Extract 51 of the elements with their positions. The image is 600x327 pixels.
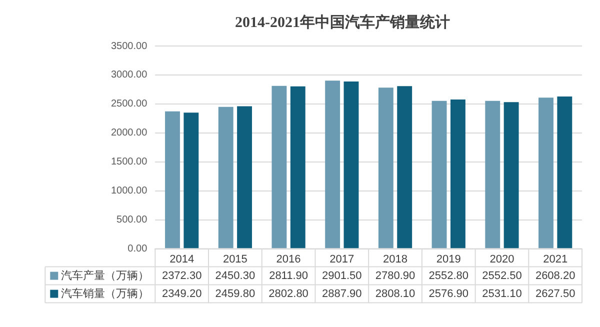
chart-title: 2014-2021年中国汽车产销量统计	[235, 12, 450, 31]
data-label: 2349.20	[162, 288, 202, 300]
bar	[378, 88, 394, 248]
bar	[397, 86, 412, 248]
x-tick-label: 2016	[276, 253, 301, 266]
y-tick-label: 1000.00	[110, 186, 148, 197]
y-tick-label: 1500.00	[110, 156, 148, 168]
x-tick-label: 2015	[222, 253, 248, 266]
data-label: 2811.90	[269, 270, 308, 282]
data-label: 2887.90	[322, 288, 362, 300]
data-label: 2450.30	[215, 270, 256, 282]
bar	[557, 96, 572, 248]
data-label: 2552.80	[428, 270, 468, 282]
data-label: 2576.90	[428, 288, 468, 300]
bar	[504, 102, 519, 248]
data-label: 2808.10	[375, 288, 416, 300]
y-tick-label: 500.00	[116, 214, 148, 226]
bar	[325, 80, 340, 248]
data-label: 2372.30	[162, 270, 202, 282]
data-label: 2459.80	[215, 288, 256, 300]
bar	[237, 106, 252, 248]
data-label: 2901.50	[322, 270, 362, 282]
y-tick-label: 0.00	[128, 244, 148, 255]
bar	[218, 106, 234, 248]
bar	[450, 99, 466, 248]
data-label: 2608.20	[535, 270, 576, 282]
bar	[538, 98, 554, 248]
x-tick-label: 2020	[490, 253, 514, 266]
legend-label: 汽车产量（万辆）	[61, 268, 150, 282]
bar	[184, 112, 199, 248]
y-tick-label: 2000.00	[110, 128, 148, 139]
x-tick-label: 2019	[436, 253, 461, 266]
y-tick-label: 2500.00	[110, 98, 148, 110]
x-tick-label: 2017	[330, 253, 354, 266]
data-label: 2802.80	[268, 288, 308, 300]
bar	[485, 100, 500, 248]
legend-label: 汽车销量（万辆）	[61, 286, 150, 300]
bar	[290, 86, 306, 248]
y-tick-label: 3000.00	[110, 70, 148, 81]
bar	[432, 100, 447, 248]
data-label: 2627.50	[535, 288, 576, 300]
bar	[344, 81, 359, 248]
y-tick-label: 3500.00	[110, 40, 148, 52]
x-tick-label: 2021	[543, 253, 568, 266]
data-label: 2552.50	[482, 270, 522, 282]
data-label: 2531.10	[482, 288, 522, 300]
x-tick-label: 2014	[170, 253, 194, 266]
bar	[272, 86, 287, 248]
data-label: 2780.90	[375, 270, 416, 282]
x-tick-label: 2018	[383, 253, 408, 266]
bar	[165, 111, 180, 248]
